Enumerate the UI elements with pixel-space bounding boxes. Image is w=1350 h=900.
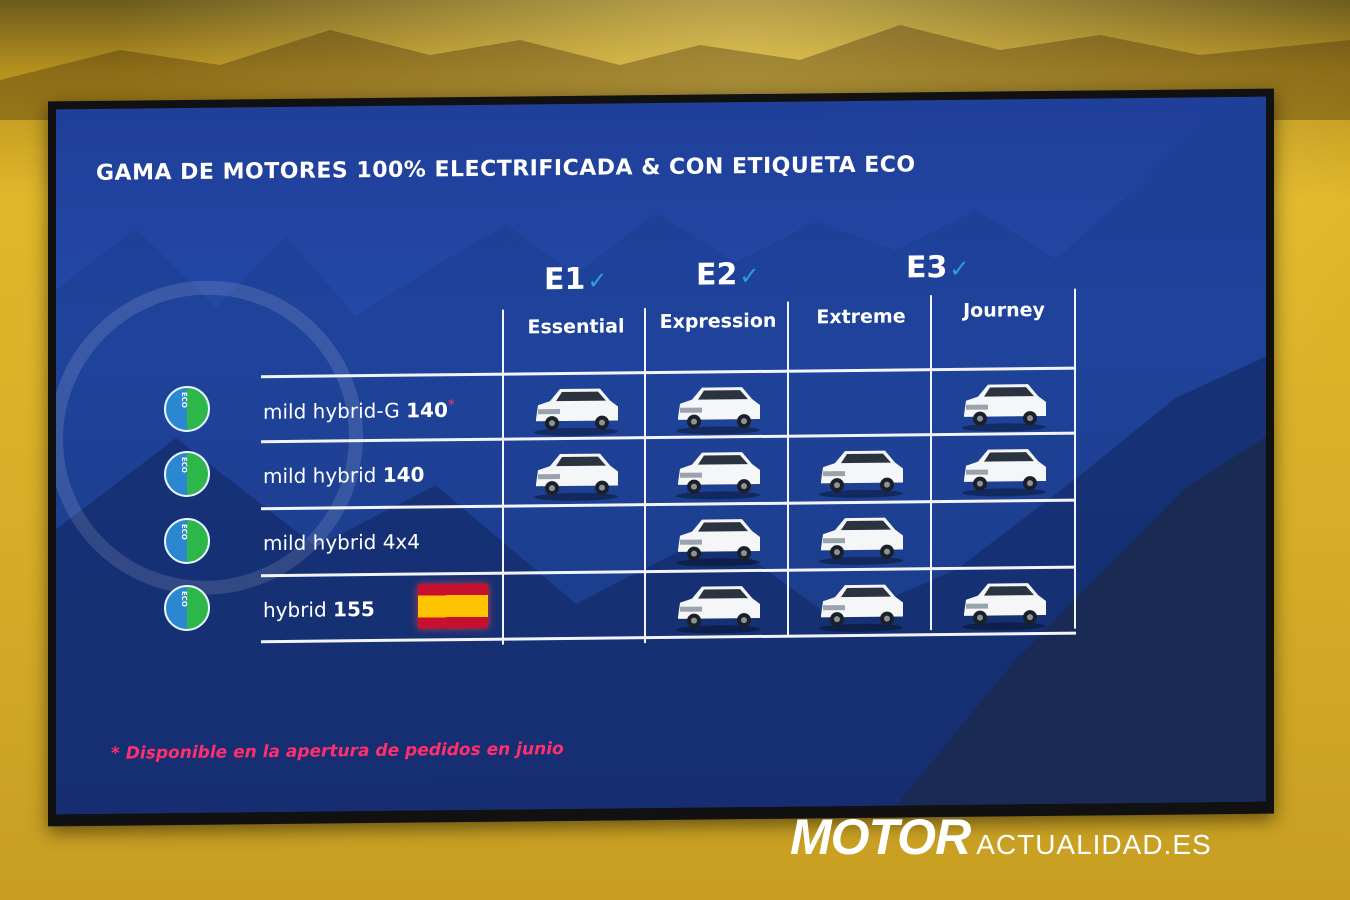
- trim-extreme: Extreme: [816, 305, 906, 329]
- presentation-screen: GAMA DE MOTORES 100% ELECTRIFICADA & CON…: [56, 96, 1266, 815]
- eco-label-icon: ECO: [164, 450, 210, 498]
- table-divider: [787, 301, 789, 637]
- engine-table: ECO mild hybrid-G 140* ECO mild hybrid 140: [56, 97, 1266, 634]
- suv-image: [530, 443, 622, 502]
- table-divider: [930, 295, 932, 631]
- engine-name: mild hybrid: [263, 462, 377, 489]
- trim-journey: Journey: [963, 298, 1045, 322]
- suv-image: [672, 509, 764, 568]
- engine-power: 155: [333, 596, 375, 622]
- eco-badge-text: ECO: [180, 590, 188, 607]
- engine-name: mild hybrid-G: [263, 398, 400, 424]
- suv-image: [958, 374, 1050, 433]
- mountain-backdrop: [56, 96, 1266, 815]
- trim-expression: Expression: [659, 309, 777, 334]
- eco-badge-text: ECO: [180, 523, 188, 540]
- eco-badge-text: ECO: [180, 456, 188, 473]
- suv-image: [672, 576, 764, 635]
- check-icon: ✓: [949, 254, 970, 283]
- eco-label-icon: ECO: [164, 584, 210, 632]
- check-icon: ✓: [739, 261, 760, 291]
- watermark: MOTOR ACTUALIDAD.ES: [790, 808, 1212, 866]
- engine-label: hybrid 155: [263, 597, 375, 622]
- trim-group-e1: E1✓: [544, 261, 608, 298]
- suv-image: [815, 507, 907, 566]
- suv-image: [958, 439, 1050, 498]
- table-divider: [502, 309, 504, 645]
- trim-group-e2: E2✓: [696, 257, 760, 293]
- trim-group-e3: E3✓: [906, 250, 970, 286]
- engine-name: mild hybrid 4x4: [263, 529, 420, 556]
- eco-label-icon: ECO: [164, 517, 210, 565]
- suv-image: [815, 440, 907, 499]
- engine-label: mild hybrid 140: [263, 462, 424, 488]
- eco-label-icon: ECO: [164, 385, 210, 433]
- watermark-suffix: ACTUALIDAD.ES: [976, 829, 1212, 860]
- trim-essential: Essential: [527, 315, 625, 339]
- engine-power: 140: [406, 397, 448, 423]
- table-divider: [1074, 288, 1076, 629]
- engine-name: hybrid: [263, 597, 327, 623]
- suv-image: [815, 574, 907, 633]
- suv-image: [958, 573, 1050, 632]
- engine-label: mild hybrid-G 140*: [263, 397, 455, 424]
- asterisk-marker: *: [447, 397, 455, 414]
- watermark-brand: MOTOR: [790, 809, 971, 865]
- eco-badge-text: ECO: [180, 391, 188, 408]
- suv-image: [530, 378, 622, 437]
- television: GAMA DE MOTORES 100% ELECTRIFICADA & CON…: [48, 88, 1274, 827]
- check-icon: ✓: [587, 266, 608, 295]
- suv-image: [672, 377, 764, 436]
- suv-image: [672, 442, 764, 501]
- spain-flag-icon: [418, 583, 488, 629]
- engine-label: mild hybrid 4x4: [263, 530, 420, 556]
- table-divider: [644, 308, 646, 644]
- engine-power: 140: [382, 462, 425, 487]
